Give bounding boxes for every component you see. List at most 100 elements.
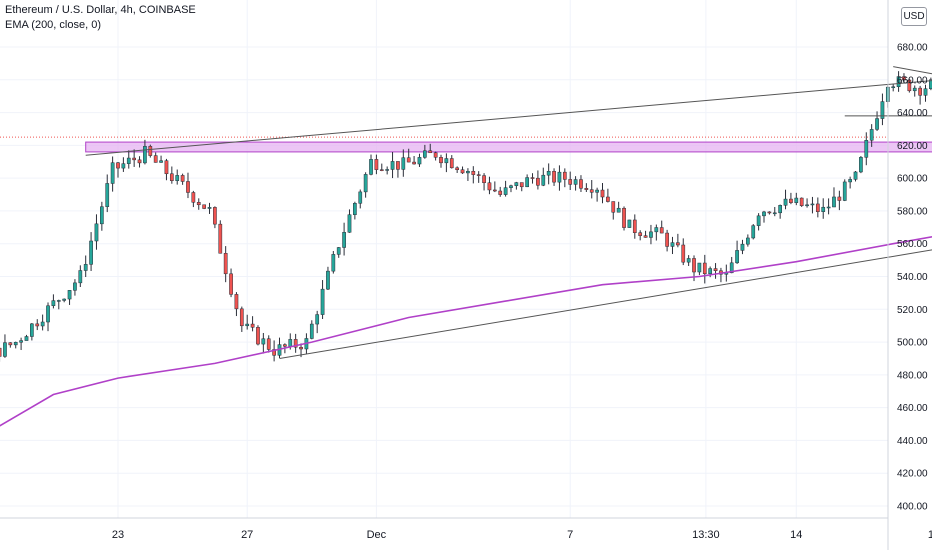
candle-body <box>191 192 196 203</box>
candle-body <box>492 189 497 192</box>
candle-body <box>584 188 589 190</box>
candle-body <box>336 247 341 255</box>
candle-body <box>649 231 653 238</box>
candle-body <box>121 163 126 169</box>
candle-body <box>907 79 912 92</box>
candle-body <box>449 158 454 169</box>
candle-body <box>875 118 879 130</box>
candle-body <box>783 198 788 206</box>
indicator-label: EMA (200, close, 0) <box>5 19 101 31</box>
candle-body <box>293 339 298 348</box>
y-tick-label: 440.00 <box>897 436 928 447</box>
candle-body <box>708 268 713 275</box>
candle-body <box>374 159 379 170</box>
candle-body <box>73 282 77 291</box>
candle-body <box>546 171 551 176</box>
candle-body <box>632 219 637 233</box>
x-tick-label: 27 <box>241 529 253 541</box>
candle-body <box>406 157 411 163</box>
candle-body <box>218 223 223 254</box>
y-tick-label: 560.00 <box>897 239 928 250</box>
candle-body <box>67 290 72 300</box>
candle-body <box>912 87 917 92</box>
candle-body <box>676 242 680 246</box>
candle-body <box>315 314 320 325</box>
ema-line <box>0 235 932 427</box>
candle-body <box>622 207 626 228</box>
candle-body <box>401 157 406 170</box>
y-tick-label: 580.00 <box>897 206 928 217</box>
candle-body <box>579 179 583 189</box>
candle-body <box>740 243 745 251</box>
candle-body <box>428 150 433 154</box>
candle-body <box>288 339 293 347</box>
x-tick-label: Dec <box>367 529 387 541</box>
candle-body <box>143 146 147 164</box>
candle-body <box>137 159 142 164</box>
candle-body <box>363 174 368 193</box>
candle-body <box>412 161 416 165</box>
x-tick-label: 7 <box>567 529 573 541</box>
candle-body <box>665 232 669 247</box>
candle-body <box>396 161 400 170</box>
candle-body <box>261 338 266 345</box>
candle-body <box>423 150 427 158</box>
candle-body <box>256 327 260 345</box>
candle-body <box>681 244 686 263</box>
candle-body <box>62 298 67 301</box>
candle-body <box>223 253 228 275</box>
candle-body <box>616 207 621 213</box>
candle-body <box>8 342 13 346</box>
candle-body <box>772 212 777 215</box>
candle-body <box>169 173 174 181</box>
candle-body <box>175 175 180 181</box>
candle-body <box>568 179 573 185</box>
candle-body <box>466 170 470 174</box>
resistance-zone <box>85 141 932 153</box>
candle-body <box>229 273 233 295</box>
candle-body <box>573 179 578 185</box>
grid <box>0 0 888 518</box>
candle-body <box>13 341 18 346</box>
candle-body <box>643 235 648 238</box>
y-tick-label: 500.00 <box>897 338 928 349</box>
currency-button[interactable]: USD <box>901 7 927 26</box>
candle-body <box>35 323 40 327</box>
candle-body <box>654 227 659 233</box>
chart-title: Ethereum / U.S. Dollar, 4h, COINBASE <box>5 4 196 16</box>
x-tick-label: 23 <box>112 529 124 541</box>
candle-body <box>762 211 766 217</box>
x-tick-label: 13:30 <box>692 529 720 541</box>
candle-body <box>196 202 201 206</box>
candle-body <box>530 177 535 179</box>
candle-body <box>799 197 804 206</box>
ema-200-line <box>0 235 932 427</box>
candle-body <box>245 323 250 327</box>
candle-body <box>756 215 761 226</box>
candle-body <box>789 198 793 203</box>
candle-body <box>239 308 244 327</box>
candle-body <box>686 258 691 263</box>
short-downtrend-line <box>893 66 932 75</box>
candle-body <box>794 197 799 203</box>
candle-body <box>207 207 212 209</box>
y-tick-label: 520.00 <box>897 305 928 316</box>
candle-body <box>105 183 110 207</box>
candle-body <box>353 203 357 215</box>
y-tick-label: 620.00 <box>897 141 928 152</box>
y-tick-label: 600.00 <box>897 174 928 185</box>
candle-body <box>326 270 330 290</box>
candle-body <box>153 155 158 163</box>
candle-body <box>30 323 34 337</box>
candle-body <box>78 270 83 284</box>
candle-body <box>869 129 874 141</box>
candle-body <box>234 294 239 310</box>
candle-body <box>778 205 782 214</box>
candle-body <box>0 347 2 357</box>
candle-body <box>439 157 443 164</box>
candle-body <box>385 169 390 171</box>
candle-body <box>638 232 643 236</box>
candle-body <box>272 349 276 356</box>
candle-body <box>692 258 696 273</box>
